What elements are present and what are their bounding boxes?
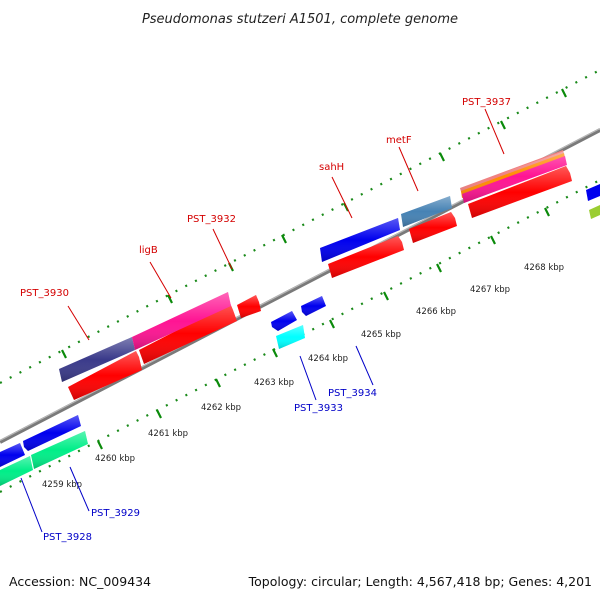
kbp-label: 4267 kbp — [470, 285, 510, 295]
kbp-labels: 4259 kbp 4260 kbp 4261 kbp 4262 kbp 4263… — [42, 263, 564, 490]
forward-feature-row — [59, 150, 600, 382]
gene-label-sahH[interactable]: sahH — [319, 162, 344, 173]
gene-label-pst3934[interactable]: PST_3934 — [328, 388, 377, 399]
genome-track — [0, 69, 600, 493]
gene-label-metF[interactable]: metF — [386, 135, 412, 146]
gene-label-pst3928[interactable]: PST_3928 — [43, 532, 92, 543]
gene-label-pst3932[interactable]: PST_3932 — [187, 214, 236, 225]
kbp-label: 4259 kbp — [42, 480, 82, 490]
reverse-cds-row — [0, 296, 326, 467]
kbp-label: 4264 kbp — [308, 354, 348, 364]
kbp-label: 4260 kbp — [95, 454, 135, 464]
kbp-label: 4263 kbp — [254, 378, 294, 388]
gene-label-pst3929[interactable]: PST_3929 — [91, 508, 140, 519]
kbp-label: 4265 kbp — [361, 330, 401, 340]
gene-label-pst3937[interactable]: PST_3937 — [462, 97, 511, 108]
kbp-label: 4266 kbp — [416, 307, 456, 317]
kbp-label: 4262 kbp — [201, 403, 241, 413]
gene-label-pst3933[interactable]: PST_3933 — [294, 403, 343, 414]
reverse-major-ticks — [97, 207, 550, 450]
forward-gene-labels: PST_3930 ligB PST_3932 sahH metF PST_393… — [20, 97, 511, 341]
forward-major-ticks — [61, 88, 567, 359]
feature-blue-edge[interactable] — [586, 184, 600, 201]
gene-label-pst3930[interactable]: PST_3930 — [20, 288, 69, 299]
accession-text: Accession: NC_009434 — [9, 574, 151, 589]
map-title: Pseudomonas stutzeri A1501, complete gen… — [142, 12, 458, 27]
kbp-label: 4268 kbp — [524, 263, 564, 273]
feature-lime-edge[interactable] — [589, 205, 600, 219]
kbp-label: 4261 kbp — [148, 429, 188, 439]
summary-text: Topology: circular; Length: 4,567,418 bp… — [248, 574, 592, 589]
reverse-feature-row — [0, 325, 305, 486]
forward-cds-row — [68, 166, 572, 400]
gene-label-ligB[interactable]: ligB — [139, 245, 158, 256]
reverse-gene-labels: PST_3928 PST_3929 PST_3933 PST_3934 — [20, 345, 377, 543]
